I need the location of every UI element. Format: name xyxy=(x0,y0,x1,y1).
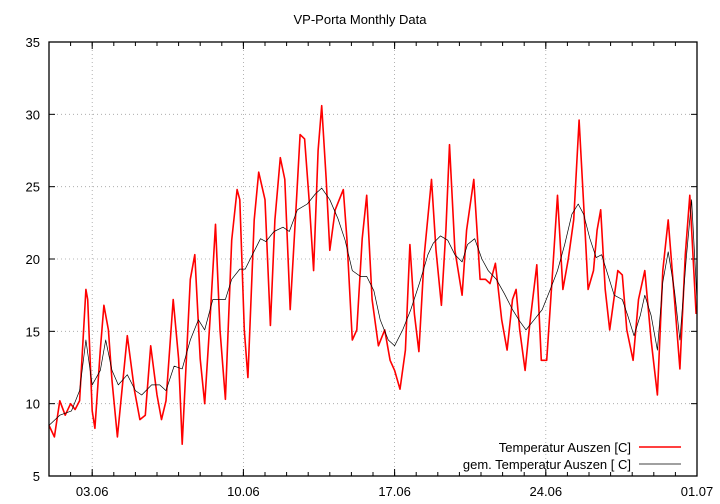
y-tick-label: 30 xyxy=(26,107,40,122)
series-group xyxy=(48,104,698,446)
plot-border xyxy=(48,41,698,477)
x-tick-label: 24.06 xyxy=(530,484,563,499)
x-tick-label: 10.06 xyxy=(227,484,260,499)
axis-ticks: 5 10 15 20 25 30 35 03.06 10.06 17.06 24.06 01.07 xyxy=(26,35,714,499)
series-line-temperatur xyxy=(48,104,697,446)
y-tick-label: 35 xyxy=(26,35,40,50)
y-tick-label: 25 xyxy=(26,180,40,195)
chart-title: VP-Porta Monthly Data xyxy=(294,12,428,27)
x-tick-label: 01.07 xyxy=(681,484,714,499)
legend-label-temperatur: Temperatur Auszen [C] xyxy=(499,440,631,455)
y-tick-label: 15 xyxy=(26,324,40,339)
series-line-gem-temperatur xyxy=(48,187,698,426)
y-tick-label: 5 xyxy=(33,469,40,484)
legend-label-gem-temperatur: gem. Temperatur Auszen [ C] xyxy=(463,457,631,472)
y-tick-label: 20 xyxy=(26,252,40,267)
x-tick-label: 03.06 xyxy=(76,484,109,499)
y-tick-label: 10 xyxy=(26,397,40,412)
x-tick-label: 17.06 xyxy=(378,484,411,499)
legend: Temperatur Auszen [C] gem. Temperatur Au… xyxy=(463,440,681,472)
grid xyxy=(49,42,697,476)
